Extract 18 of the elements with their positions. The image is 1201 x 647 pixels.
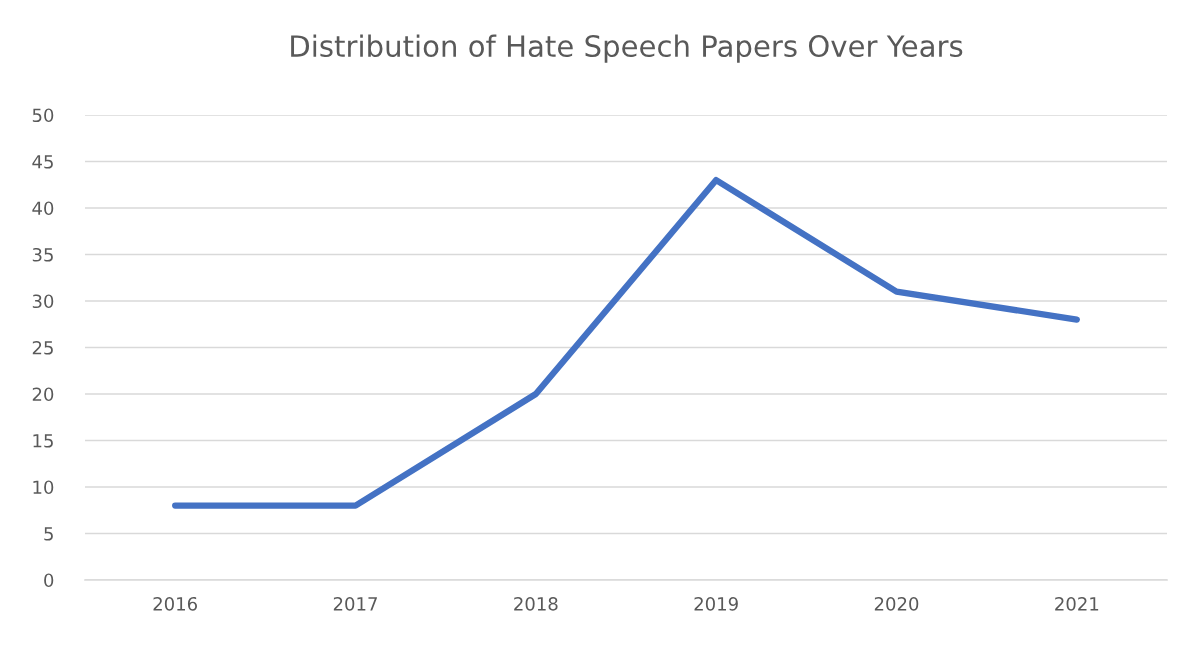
y-tick-label: 0 <box>44 573 54 588</box>
y-tick-label: 50 <box>32 108 54 123</box>
y-tick-label: 10 <box>33 480 54 495</box>
x-tick-label: 2017 <box>333 596 377 611</box>
y-tick-label: 40 <box>32 201 54 216</box>
y-tick-label: 15 <box>33 434 53 448</box>
chart-title: Distribution of Hate Speech Papers Over Years <box>291 34 963 63</box>
y-tick-label: 20 <box>32 387 54 402</box>
x-tick-label: 2019 <box>694 596 738 611</box>
y-tick-label: 30 <box>32 294 54 309</box>
y-tick-label: 25 <box>32 340 53 355</box>
y-tick-label: 35 <box>32 247 53 262</box>
x-tick-label: 2021 <box>1055 596 1099 611</box>
x-tick-label: 2016 <box>153 596 197 611</box>
x-tick-label: 2018 <box>514 596 558 611</box>
y-tick-label: 45 <box>32 155 53 169</box>
y-tick-label: 5 <box>44 527 53 541</box>
x-tick-label: 2020 <box>874 596 919 611</box>
